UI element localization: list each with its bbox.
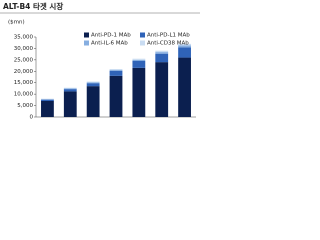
bar-segment: [132, 61, 146, 68]
bar-segment: [132, 59, 146, 61]
bar-segment: [132, 67, 146, 117]
legend-label: Anti-PD-1 MAb: [91, 33, 131, 39]
y-tick-label: 20,000: [14, 69, 34, 75]
bar-segment: [178, 47, 191, 58]
bar-segment: [178, 43, 191, 46]
bar-segment: [155, 50, 169, 53]
y-tick-label: 15,000: [14, 80, 34, 86]
bar-segment: [86, 81, 100, 83]
chart-title: ALT-B4 타겟 시장: [3, 1, 63, 11]
legend-swatch: [140, 40, 145, 46]
bar-segment: [109, 70, 123, 76]
bar-segment: [41, 99, 54, 101]
legend-swatch: [140, 32, 145, 38]
legend-swatch: [84, 32, 89, 38]
y-tick-label: 25,000: [14, 57, 34, 63]
legend-label: Anti-CD38 MAb: [147, 41, 189, 47]
bar-segment: [63, 89, 77, 92]
bar-segment: [86, 82, 100, 84]
bar-segment: [132, 58, 146, 60]
bar-segment: [63, 91, 77, 117]
bar-segment: [109, 69, 123, 71]
bar-segment: [178, 45, 191, 48]
bar-segment: [63, 87, 77, 89]
bar-segment: [63, 88, 77, 90]
bar-segment: [155, 53, 169, 63]
legend-swatch: [84, 40, 89, 46]
y-axis-label: ($mn): [8, 20, 25, 26]
bar-segment: [86, 86, 100, 117]
chart: ALT-B4 타겟 시장 ($mn) 0 5,000 10,000 15,000 20,…: [0, 1, 200, 121]
legend-label: Anti-PD-L1 MAb: [147, 33, 190, 39]
bar-segment: [86, 83, 100, 87]
y-tick-label: 5,000: [17, 103, 33, 109]
y-tick-label: 30,000: [14, 46, 34, 52]
legend-label: Anti-IL-6 MAb: [91, 41, 128, 47]
y-tick-label: 10,000: [14, 92, 34, 98]
y-tick-label: 35,000: [14, 35, 34, 41]
bar-segment: [178, 57, 191, 117]
bar-segment: [41, 101, 54, 117]
bar-segment: [109, 69, 123, 70]
bar-segment: [109, 75, 123, 117]
y-tick-label: 0: [30, 115, 34, 121]
bar-segment: [155, 62, 169, 117]
bar-segment: [155, 52, 169, 54]
